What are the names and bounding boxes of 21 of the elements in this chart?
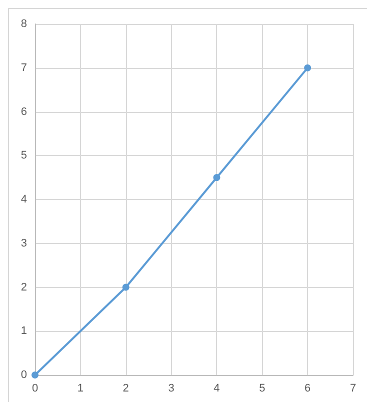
x-tick-label: 0 <box>32 382 38 394</box>
x-tick-label: 7 <box>350 382 356 394</box>
x-tick-label: 1 <box>77 382 84 394</box>
y-tick-label: 3 <box>20 237 27 250</box>
y-tick-label: 2 <box>20 281 27 294</box>
x-tick-label: 4 <box>214 382 220 394</box>
x-tick-label: 6 <box>304 382 311 394</box>
point <box>213 174 220 182</box>
x-tick-label: 2 <box>122 382 129 394</box>
y-tick-label: 5 <box>20 150 27 162</box>
point <box>32 372 38 378</box>
y-tick-label: 7 <box>20 62 27 74</box>
y-tick-label: 4 <box>20 194 27 206</box>
y-tick-label: 8 <box>20 18 27 30</box>
y-tick-label: 0 <box>20 369 27 381</box>
point <box>304 64 312 72</box>
y-tick-label: 6 <box>20 106 27 118</box>
x-tick-label: 5 <box>259 382 266 394</box>
x-tick-label: 3 <box>168 382 174 394</box>
point <box>122 284 130 291</box>
y-tick-label: 1 <box>20 325 27 338</box>
